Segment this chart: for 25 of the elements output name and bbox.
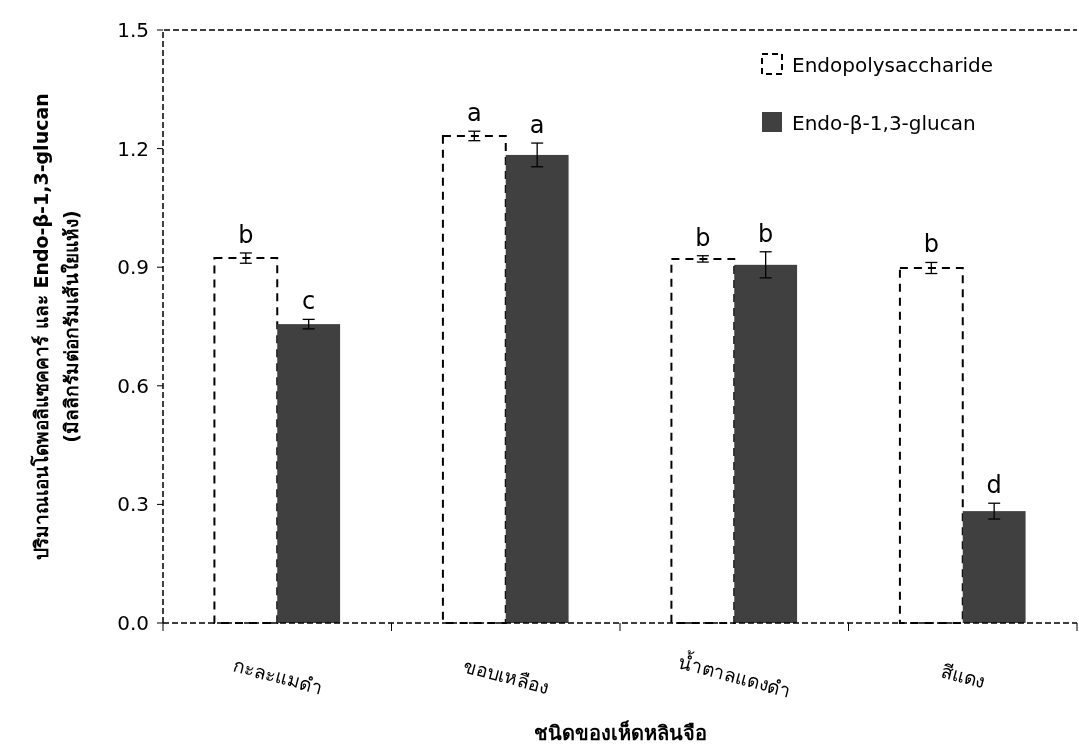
x-axis-title: ชนิดของเห็ดหลินจือ <box>533 720 707 745</box>
y-tick-label: 1.5 <box>117 18 149 42</box>
data-label: c <box>302 287 316 316</box>
bar <box>277 324 341 623</box>
data-label: b <box>923 230 939 259</box>
data-label: a <box>466 99 482 128</box>
legend-label: Endopolysaccharide <box>792 53 993 77</box>
bar <box>734 264 798 623</box>
data-label: b <box>238 220 254 249</box>
data-label: a <box>529 111 545 140</box>
y-tick-label: 0.9 <box>117 255 149 280</box>
y-tick-label: 0.3 <box>117 492 149 517</box>
legend-label: Endo-β-1,3-glucan <box>792 111 976 135</box>
x-tick-label: สีแดง <box>938 659 988 693</box>
y-axis-title: ปริมาณเอนโดพอลิแซคคาร์ และ Endo-β-1,3-glucan (มิลลิกรัมต่อกรัมเส้นใยแห้ง) <box>30 93 82 560</box>
y-tick-label: 0.6 <box>117 373 149 398</box>
data-label: b <box>695 223 711 252</box>
bar <box>962 511 1026 623</box>
x-tick-label: ขอบเหลือง <box>461 654 552 698</box>
bar <box>505 154 569 623</box>
y-tick-label: 1.2 <box>117 136 149 161</box>
x-tick-label: กะละแมดำ <box>230 653 326 699</box>
y-tick-label: 0.0 <box>117 611 149 635</box>
data-label: d <box>986 471 1002 500</box>
data-label: b <box>758 219 774 248</box>
